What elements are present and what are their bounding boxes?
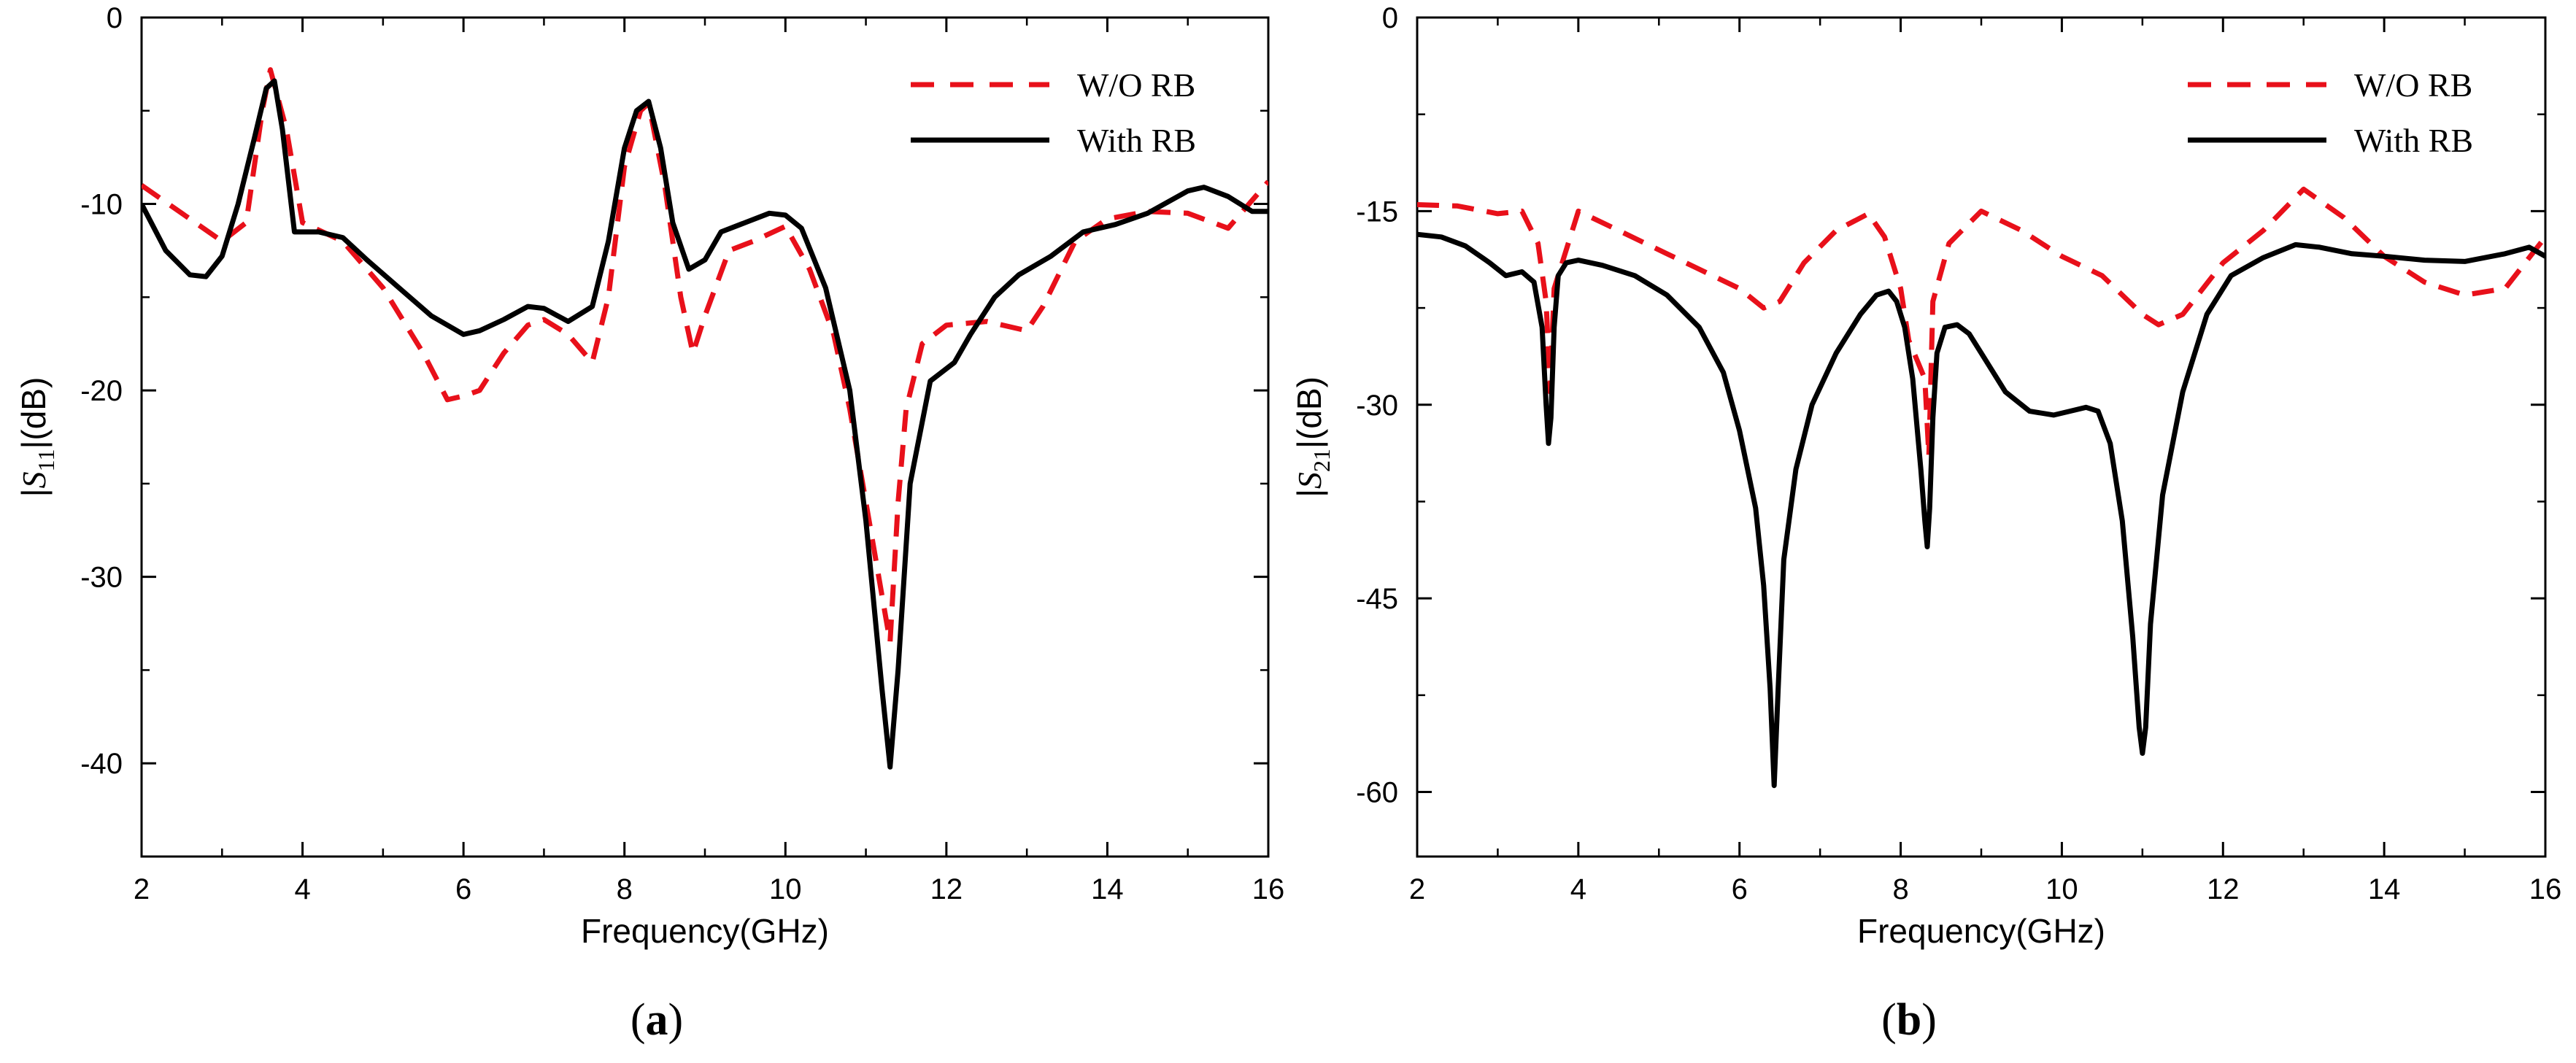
panel-caption-letter: a [646, 995, 668, 1045]
legend-label: With RB [1077, 122, 1196, 159]
y-axis-label-prefix: | [1290, 489, 1328, 498]
x-tick-label: 16 [1252, 873, 1285, 905]
x-tick-label: 16 [2529, 873, 2562, 905]
x-tick-label: 12 [930, 873, 963, 905]
panel-caption-close: ) [1921, 995, 1937, 1045]
plot-area [142, 67, 1268, 770]
x-tick-label: 10 [769, 873, 802, 905]
y-tick-label: -15 [1356, 196, 1398, 228]
x-axis-label: Frequency(GHz) [1857, 912, 2105, 950]
legend: W/O RB With RB [911, 66, 1196, 159]
x-tick-label: 10 [2045, 873, 2078, 905]
panel-a-chart: 2 4 6 8 10 12 14 16 0 -10 -20 -30 -40 W/O RB With RB Fr… [15, 2, 1284, 1045]
y-tick-label: -10 [80, 189, 123, 221]
plot-area [1417, 186, 2545, 789]
y-tick-label: -45 [1356, 583, 1398, 615]
y-tick-label: -40 [80, 748, 123, 780]
x-tick-label: 14 [2368, 873, 2401, 905]
panel-caption: (b) [1881, 995, 1937, 1045]
y-tick-label: -60 [1356, 777, 1398, 809]
y-tick-label: -30 [1356, 390, 1398, 422]
panel-b-chart: 2 4 6 8 10 12 14 16 0 -15 -30 -45 -60 W/O RB With RB Fr… [1290, 2, 2561, 1045]
x-tick-label: 8 [1892, 873, 1908, 905]
legend: W/O RB With RB [2188, 66, 2473, 159]
y-tick-label: 0 [107, 2, 123, 34]
x-tick-label: 2 [134, 873, 150, 905]
panel-caption-open: ( [630, 995, 646, 1045]
x-tick-label: 2 [1409, 873, 1425, 905]
y-axis-label-symbol: S [1291, 472, 1328, 489]
series-line-with-rb [1417, 231, 2545, 789]
series-line-wo-rb [142, 67, 1268, 645]
y-tick-label: 0 [1382, 2, 1398, 34]
x-tick-label: 14 [1091, 873, 1124, 905]
legend-label: W/O RB [2354, 66, 2472, 104]
y-tick-label: -30 [80, 562, 123, 594]
y-axis-label-suffix: |(dB) [15, 377, 53, 449]
x-tick-label: 8 [617, 873, 633, 905]
y-tick-label: -20 [80, 375, 123, 407]
x-axis-label: Frequency(GHz) [581, 912, 829, 950]
series-line-with-rb [142, 78, 1268, 770]
y-axis-label-prefix: | [15, 488, 53, 497]
y-axis-label: |S11|(dB) [15, 377, 59, 498]
x-tick-label: 4 [1570, 873, 1586, 905]
y-axis-label-suffix: |(dB) [1290, 376, 1328, 449]
y-axis-label: |S21|(dB) [1290, 376, 1335, 498]
x-tick-label: 6 [1732, 873, 1748, 905]
panel-caption-open: ( [1881, 995, 1897, 1045]
series-line-wo-rb [1417, 186, 2545, 459]
x-tick-label: 12 [2207, 873, 2240, 905]
y-axis-label-subscript: 11 [33, 449, 59, 472]
legend-label: W/O RB [1077, 66, 1195, 104]
y-axis-label-symbol: S [15, 471, 53, 488]
y-axis-label-subscript: 21 [1308, 449, 1335, 472]
panel-caption-close: ) [668, 995, 684, 1045]
legend-label: With RB [2354, 122, 2473, 159]
x-tick-label: 6 [455, 873, 471, 905]
panel-caption-letter: b [1897, 995, 1921, 1045]
panel-caption: (a) [630, 995, 683, 1045]
x-tick-label: 4 [294, 873, 310, 905]
